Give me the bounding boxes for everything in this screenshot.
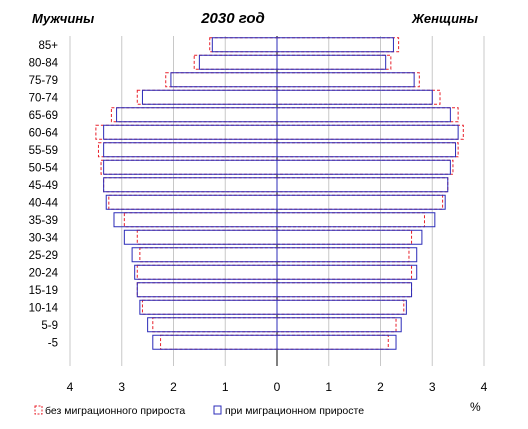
bar-women-with-migration — [276, 159, 451, 175]
bar-women-with-migration — [276, 194, 446, 210]
x-tick-label: 0 — [274, 380, 281, 394]
bar-men-no-migration — [139, 247, 278, 263]
age-group-label: 15-19 — [29, 285, 58, 297]
bar-women-with-migration — [276, 247, 418, 263]
legend-label-no-migration: без миграционного прироста — [45, 405, 185, 417]
age-group-label: 35-39 — [29, 215, 58, 227]
bar-women-with-migration — [276, 212, 436, 228]
legend-swatch-no-migration — [34, 405, 43, 415]
age-group-label: 20-24 — [29, 267, 59, 279]
age-group-label: 45-49 — [29, 180, 58, 192]
age-group-label: 50-54 — [29, 162, 59, 174]
bar-women-with-migration — [276, 282, 413, 298]
chart-title: 2030 год — [200, 10, 265, 27]
bar-women-with-migration — [276, 54, 387, 70]
bar-women-with-migration — [276, 142, 457, 158]
bar-women-with-migration — [276, 72, 415, 88]
x-tick-label: 2 — [170, 380, 177, 394]
bar-women-with-migration — [276, 334, 397, 350]
bar-men-no-migration — [209, 37, 278, 53]
legend-swatch-with-migration — [213, 405, 222, 415]
age-group-label: 40-44 — [29, 197, 59, 209]
bar-women-with-migration — [276, 89, 433, 105]
bar-women-with-migration — [276, 124, 459, 140]
bar-women-with-migration — [276, 37, 394, 53]
age-group-label: 85+ — [38, 40, 58, 52]
age-group-label: 25-29 — [29, 250, 58, 262]
x-tick-label: 3 — [118, 380, 125, 394]
bar-women-with-migration — [276, 229, 423, 245]
bar-women-with-migration — [276, 177, 449, 193]
x-tick-label: 1 — [325, 380, 332, 394]
age-group-label: 10-14 — [29, 302, 59, 314]
legend: без миграционного прироста при миграцион… — [34, 405, 364, 417]
age-group-label: 75-79 — [29, 75, 58, 87]
age-group-label: 70-74 — [29, 92, 59, 104]
bar-women-with-migration — [276, 264, 418, 280]
x-tick-label: 3 — [429, 380, 436, 394]
age-group-label: 30-34 — [29, 232, 59, 244]
age-group-label: 65-69 — [29, 110, 58, 122]
right-group-label: Женщины — [411, 11, 478, 26]
x-tick-label: 1 — [222, 380, 229, 394]
age-group-label: 55-59 — [29, 145, 58, 157]
age-group-label: 5-9 — [41, 320, 58, 332]
x-tick-label: 4 — [67, 380, 74, 394]
bar-women-with-migration — [276, 107, 451, 123]
x-tick-label: 2 — [377, 380, 384, 394]
legend-label-with-migration: при миграционном приросте — [225, 405, 364, 417]
age-group-label: -5 — [48, 337, 58, 349]
bar-women-with-migration — [276, 299, 407, 315]
bars — [95, 37, 464, 350]
age-group-label: 60-64 — [29, 127, 59, 139]
x-tick-labels: 4 3 2 1 0 1 2 3 4 — [67, 380, 488, 394]
category-labels: 85+ 80-84 75-79 70-74 65-69 60-64 55-59 50-54 45… — [29, 40, 59, 350]
left-group-label: Мужчины — [32, 11, 94, 26]
unit-label: % — [470, 400, 481, 414]
bar-women-with-migration — [276, 317, 402, 333]
x-tick-label: 4 — [481, 380, 488, 394]
age-group-label: 80-84 — [29, 57, 59, 69]
